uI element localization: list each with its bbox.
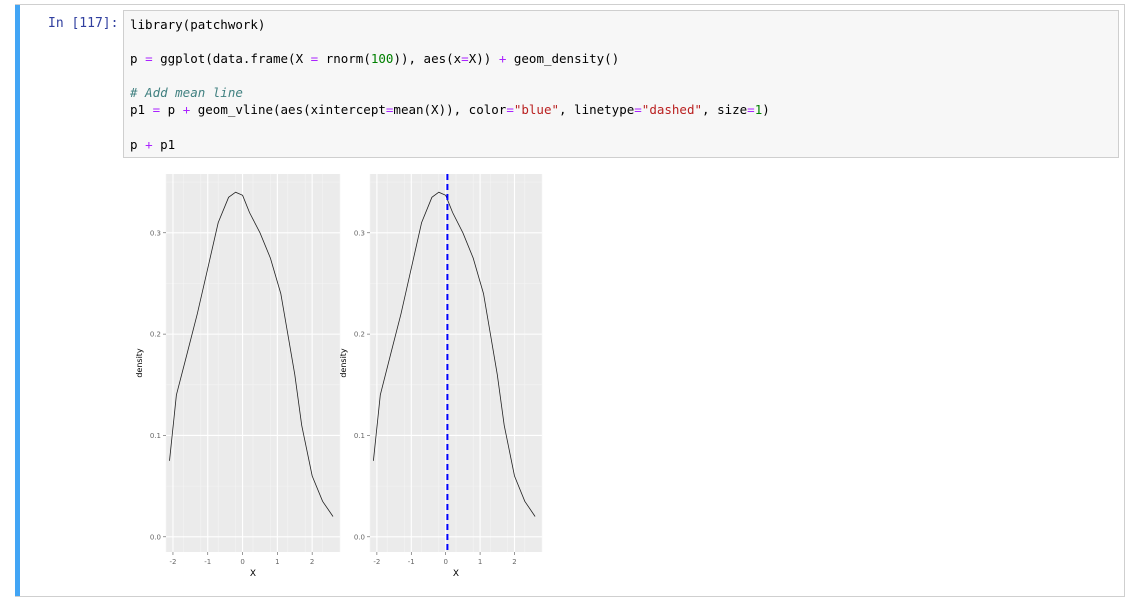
code-operator: = xyxy=(461,51,469,66)
y-axis-label: density xyxy=(135,348,144,378)
y-tick-label: 0.0 xyxy=(354,533,365,541)
code-operator: + xyxy=(145,137,153,152)
code-token: , size xyxy=(702,102,748,117)
y-tick-label: 0.2 xyxy=(150,331,161,339)
x-tick-label: 2 xyxy=(310,558,314,566)
x-tick-label: -2 xyxy=(373,558,380,566)
x-tick-label: 0 xyxy=(240,558,244,566)
code-line-1: library(patchwork) xyxy=(130,17,266,32)
code-token: )), aes(x xyxy=(393,51,462,66)
code-operator: = xyxy=(152,102,161,117)
y-tick-label: 0.3 xyxy=(150,229,161,237)
y-tick-label: 0.3 xyxy=(354,229,365,237)
code-line-2: p = ggplot(data.frame(X = rnorm(100)), a… xyxy=(130,51,619,66)
y-axis-label: density xyxy=(339,348,348,378)
code-string: "dashed" xyxy=(641,102,703,117)
code-string: "blue" xyxy=(513,102,559,117)
y-tick-label: 0.2 xyxy=(354,331,365,339)
y-tick-label: 0.0 xyxy=(150,533,161,541)
x-axis-label: X xyxy=(250,569,256,579)
code-token: X)) xyxy=(468,51,499,66)
code-operator: = xyxy=(385,102,394,117)
y-tick-label: 0.1 xyxy=(150,432,161,440)
code-operator: = xyxy=(145,51,153,66)
code-token: p1 xyxy=(152,137,176,152)
code-token: rnorm( xyxy=(318,51,371,66)
code-token: geom_density() xyxy=(506,51,620,66)
code-token: ) xyxy=(762,102,770,117)
code-token: p xyxy=(160,102,183,117)
code-operator: + xyxy=(498,51,507,66)
density-curve xyxy=(373,191,536,517)
input-prompt: In [117]: xyxy=(48,16,119,31)
code-number: 1 xyxy=(754,102,763,117)
x-tick-label: -1 xyxy=(204,558,211,566)
cell-selection-bar xyxy=(15,4,20,597)
code-operator: + xyxy=(182,102,191,117)
code-operator: = xyxy=(747,102,755,117)
code-token: mean(X)), color xyxy=(393,102,507,117)
code-comment: # Add mean line xyxy=(130,85,243,100)
code-token: p1 xyxy=(130,102,153,117)
x-tick-label: 0 xyxy=(443,558,447,566)
code-operator: = xyxy=(634,102,642,117)
code-line-5: p + p1 xyxy=(130,137,175,152)
notebook-cell[interactable] xyxy=(15,4,1125,597)
density-curve xyxy=(169,191,334,517)
code-token: geom_vline(aes(xintercept xyxy=(190,102,386,117)
code-number: 100 xyxy=(370,51,394,66)
x-tick-label: 2 xyxy=(512,558,516,566)
code-token: p xyxy=(130,137,146,152)
x-tick-label: 1 xyxy=(478,558,482,566)
code-operator: = xyxy=(506,102,514,117)
code-token: ggplot(data.frame(X xyxy=(152,51,311,66)
x-tick-label: 1 xyxy=(275,558,279,566)
code-editor[interactable]: library(patchwork) p = ggplot(data.frame… xyxy=(123,10,1119,158)
x-tick-label: -2 xyxy=(169,558,176,566)
code-token: , linetype xyxy=(559,102,635,117)
code-token: p xyxy=(130,51,146,66)
y-tick-label: 0.1 xyxy=(354,432,365,440)
code-operator: = xyxy=(310,51,319,66)
x-axis-label: X xyxy=(453,569,459,579)
x-tick-label: -1 xyxy=(408,558,415,566)
code-line-4: p1 = p + geom_vline(aes(xintercept=mean(… xyxy=(130,102,770,117)
